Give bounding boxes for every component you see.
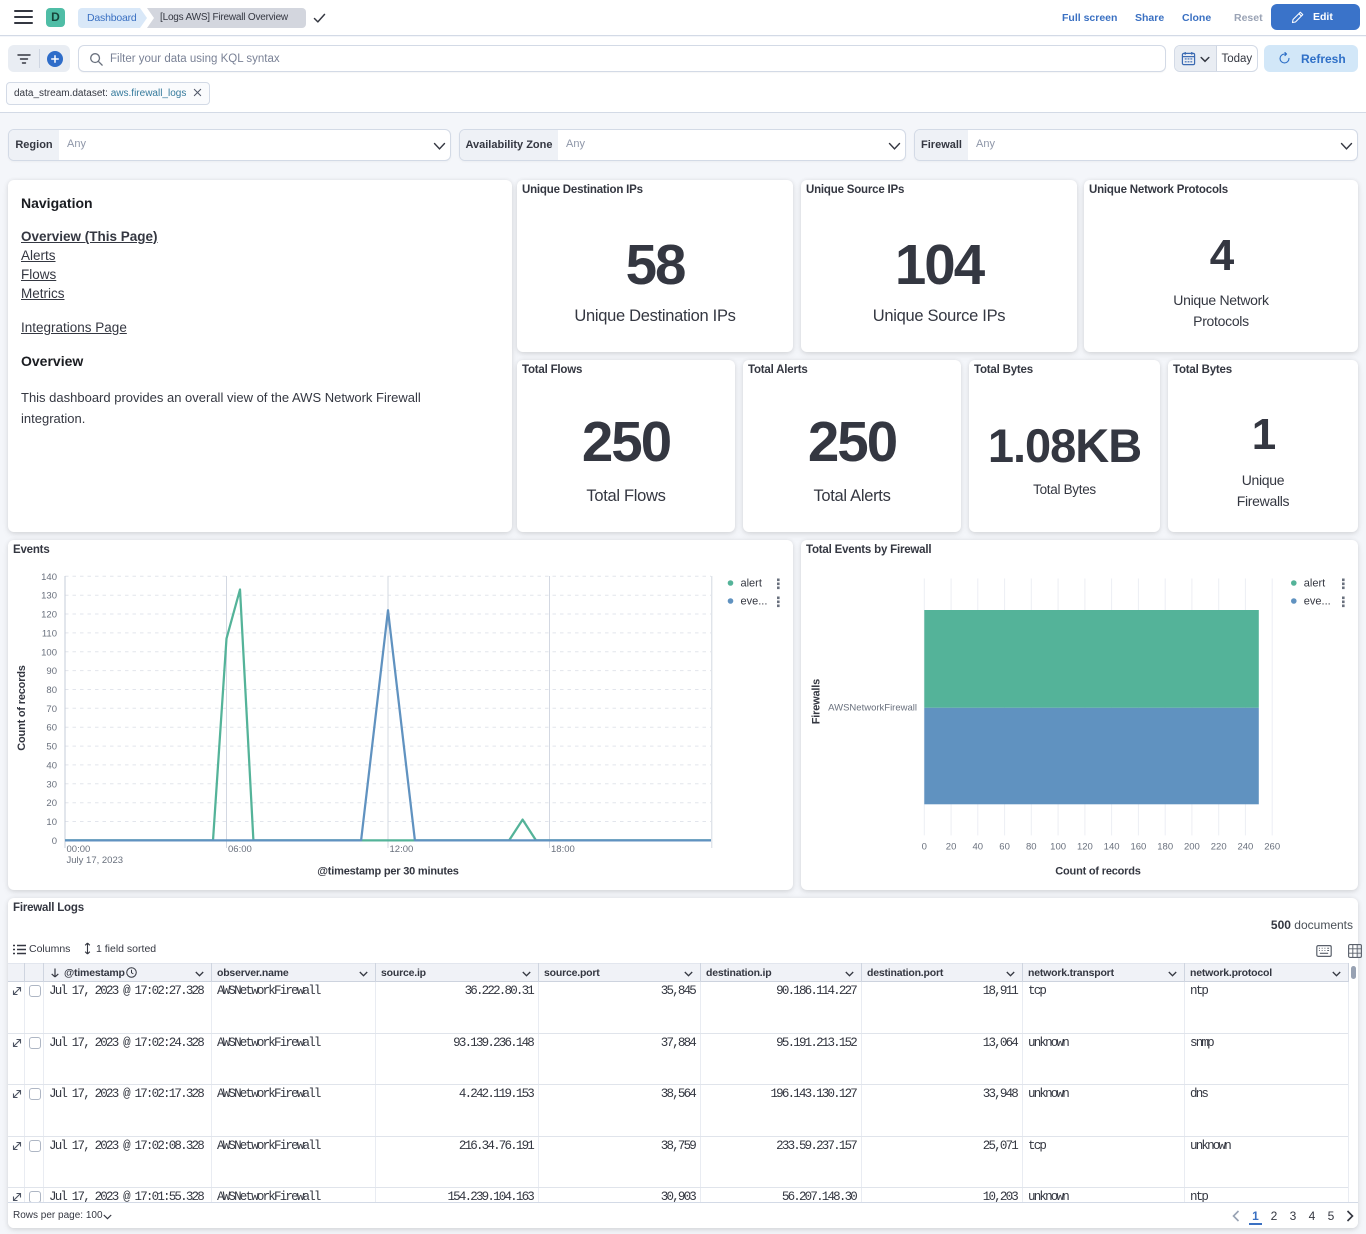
svg-text:July 17, 2023: July 17, 2023 bbox=[67, 855, 124, 866]
svg-text:Count of records: Count of records bbox=[16, 665, 28, 750]
svg-text:20: 20 bbox=[46, 798, 57, 809]
svg-text:40: 40 bbox=[46, 760, 57, 771]
svg-text:alert: alert bbox=[741, 578, 762, 590]
svg-text:30: 30 bbox=[46, 779, 57, 790]
svg-text:140: 140 bbox=[1104, 842, 1120, 853]
svg-text:60: 60 bbox=[999, 842, 1010, 853]
svg-text:100: 100 bbox=[1050, 842, 1066, 853]
svg-text:12:00: 12:00 bbox=[390, 844, 414, 855]
svg-text:alert: alert bbox=[1304, 578, 1325, 590]
svg-text:140: 140 bbox=[41, 572, 57, 583]
svg-text:Count of records: Count of records bbox=[1055, 866, 1140, 878]
svg-text:120: 120 bbox=[41, 610, 57, 621]
svg-text:Firewalls: Firewalls bbox=[811, 679, 823, 724]
svg-text:60: 60 bbox=[46, 723, 57, 734]
svg-text:120: 120 bbox=[1077, 842, 1093, 853]
svg-text:90: 90 bbox=[46, 666, 57, 677]
svg-text:18:00: 18:00 bbox=[551, 844, 575, 855]
svg-text:80: 80 bbox=[46, 685, 57, 696]
svg-text:06:00: 06:00 bbox=[228, 844, 252, 855]
svg-text:50: 50 bbox=[46, 742, 57, 753]
svg-text:110: 110 bbox=[42, 628, 57, 639]
svg-text:20: 20 bbox=[946, 842, 957, 853]
svg-text:40: 40 bbox=[973, 842, 984, 853]
svg-text:80: 80 bbox=[1026, 842, 1037, 853]
svg-text:220: 220 bbox=[1211, 842, 1227, 853]
svg-text:AWSNetworkFirewall: AWSNetworkFirewall bbox=[828, 703, 917, 714]
svg-text:240: 240 bbox=[1237, 842, 1253, 853]
svg-text:260: 260 bbox=[1264, 842, 1280, 853]
svg-text:160: 160 bbox=[1130, 842, 1146, 853]
svg-text:0: 0 bbox=[52, 836, 57, 847]
svg-text:@timestamp per 30 minutes: @timestamp per 30 minutes bbox=[317, 866, 459, 878]
svg-text:200: 200 bbox=[1184, 842, 1200, 853]
svg-text:00:00: 00:00 bbox=[67, 844, 91, 855]
svg-text:180: 180 bbox=[1157, 842, 1173, 853]
svg-text:0: 0 bbox=[922, 842, 927, 853]
svg-text:eve...: eve... bbox=[741, 596, 768, 608]
svg-text:10: 10 bbox=[46, 817, 57, 828]
svg-text:70: 70 bbox=[46, 704, 57, 715]
svg-text:100: 100 bbox=[41, 647, 57, 658]
svg-text:eve...: eve... bbox=[1304, 596, 1331, 608]
svg-text:130: 130 bbox=[41, 591, 57, 602]
